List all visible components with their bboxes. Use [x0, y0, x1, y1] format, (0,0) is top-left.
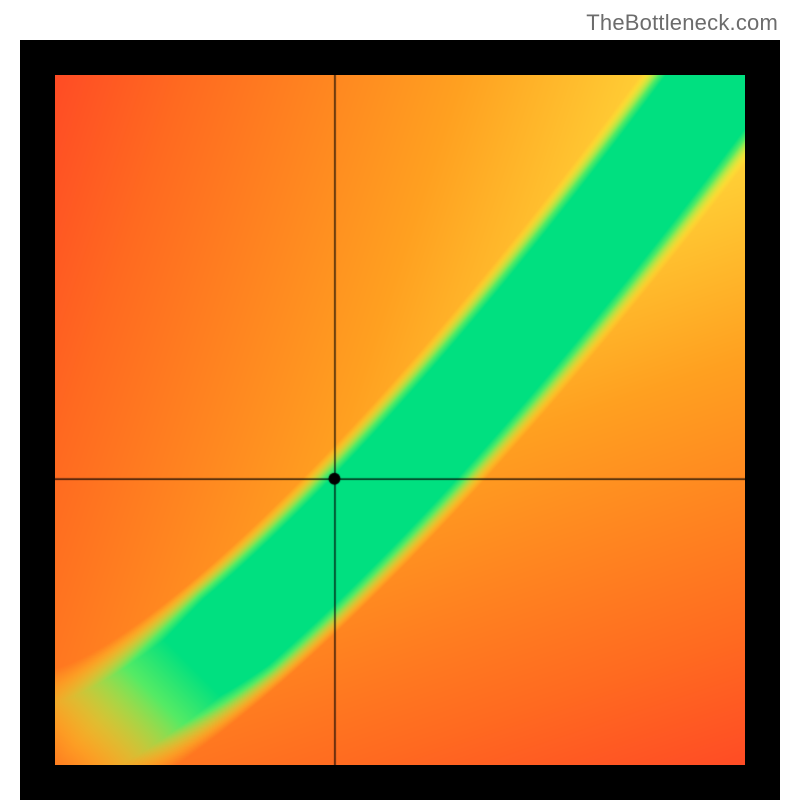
watermark-text: TheBottleneck.com: [586, 10, 778, 36]
chart-outer-frame: [20, 40, 780, 800]
bottleneck-heatmap: [55, 75, 745, 765]
